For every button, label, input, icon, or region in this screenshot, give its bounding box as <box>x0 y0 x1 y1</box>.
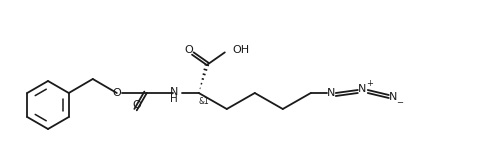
Text: O: O <box>112 88 121 98</box>
Text: +: + <box>366 78 373 88</box>
Text: N: N <box>327 88 335 98</box>
Text: N: N <box>358 84 366 94</box>
Text: O: O <box>185 45 194 55</box>
Text: O: O <box>132 100 141 110</box>
Text: N: N <box>389 92 397 102</box>
Text: OH: OH <box>233 45 250 55</box>
Text: N: N <box>170 87 178 97</box>
Text: &1: &1 <box>199 97 209 106</box>
Text: H: H <box>170 94 178 104</box>
Text: −: − <box>396 99 403 108</box>
